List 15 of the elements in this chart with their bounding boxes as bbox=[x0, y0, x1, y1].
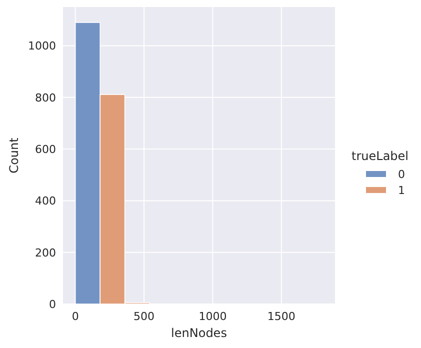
x-tick-label: 1500 bbox=[267, 310, 296, 323]
x-axis-title: lenNodes bbox=[171, 326, 227, 340]
x-tick-label: 500 bbox=[134, 310, 155, 323]
legend-label: 0 bbox=[398, 168, 405, 181]
y-tick-label: 600 bbox=[35, 143, 56, 156]
y-tick-label: 0 bbox=[49, 298, 56, 311]
legend-label: 1 bbox=[398, 184, 405, 197]
x-tick-label: 0 bbox=[72, 310, 79, 323]
y-tick-label: 400 bbox=[35, 194, 56, 208]
y-tick-label: 200 bbox=[35, 246, 56, 260]
y-tick-label: 1000 bbox=[28, 40, 56, 53]
legend-title: trueLabel bbox=[352, 149, 408, 163]
x-tick-label: 1000 bbox=[198, 310, 227, 323]
y-axis-title: Count bbox=[7, 137, 21, 174]
y-tick-label: 800 bbox=[35, 91, 56, 104]
